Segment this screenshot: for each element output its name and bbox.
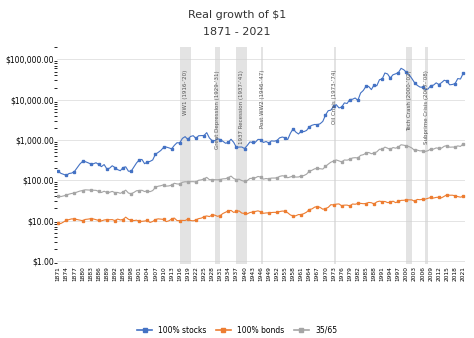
100% stocks bbox=[255, 137, 261, 141]
100% bonds bbox=[253, 210, 258, 214]
Text: WW1 (1916-‘20): WW1 (1916-‘20) bbox=[182, 70, 188, 115]
Bar bbox=[237, 47, 247, 264]
Text: Real growth of $1: Real growth of $1 bbox=[188, 10, 286, 20]
35/65 bbox=[58, 195, 64, 199]
100% bonds bbox=[455, 195, 461, 199]
35/65 bbox=[55, 194, 61, 198]
Text: Oil Crisis (1973-‘74): Oil Crisis (1973-‘74) bbox=[332, 70, 337, 124]
100% stocks bbox=[342, 101, 347, 105]
100% stocks bbox=[64, 173, 69, 177]
35/65 bbox=[304, 172, 310, 176]
Bar bbox=[261, 47, 264, 264]
100% bonds bbox=[444, 193, 450, 197]
35/65 bbox=[342, 158, 347, 162]
Line: 100% stocks: 100% stocks bbox=[58, 68, 463, 175]
100% bonds bbox=[199, 216, 204, 220]
Text: Post WW2 (1946-‘47): Post WW2 (1946-‘47) bbox=[260, 70, 264, 128]
100% stocks bbox=[398, 66, 404, 70]
Line: 35/65: 35/65 bbox=[58, 144, 463, 197]
Text: 1937 Recession (1937-‘41): 1937 Recession (1937-‘41) bbox=[239, 70, 244, 144]
Text: 1871 - 2021: 1871 - 2021 bbox=[203, 27, 271, 37]
Text: Great Depression (1929-‘31): Great Depression (1929-‘31) bbox=[215, 70, 220, 148]
35/65 bbox=[201, 177, 207, 181]
Text: Tech Crash (2000-’02): Tech Crash (2000-’02) bbox=[407, 70, 412, 130]
Bar bbox=[334, 47, 336, 264]
100% stocks bbox=[55, 169, 61, 173]
Text: Subprime Crisis (2007-’08): Subprime Crisis (2007-’08) bbox=[424, 70, 429, 144]
35/65 bbox=[255, 174, 261, 178]
Bar bbox=[407, 47, 412, 264]
Legend: 100% stocks, 100% bonds, 35/65: 100% stocks, 100% bonds, 35/65 bbox=[134, 322, 340, 338]
100% bonds bbox=[301, 212, 307, 216]
35/65 bbox=[315, 167, 320, 171]
100% stocks bbox=[315, 123, 320, 127]
100% stocks bbox=[304, 128, 310, 132]
100% stocks bbox=[457, 77, 463, 81]
100% bonds bbox=[339, 204, 345, 208]
100% stocks bbox=[460, 71, 466, 75]
100% bonds bbox=[460, 194, 466, 198]
Line: 100% bonds: 100% bonds bbox=[58, 195, 463, 223]
Bar bbox=[425, 47, 428, 264]
35/65 bbox=[455, 144, 461, 148]
100% bonds bbox=[55, 221, 61, 225]
100% bonds bbox=[312, 205, 318, 209]
Bar bbox=[180, 47, 191, 264]
100% stocks bbox=[201, 134, 207, 138]
Bar bbox=[215, 47, 220, 264]
35/65 bbox=[460, 142, 466, 146]
